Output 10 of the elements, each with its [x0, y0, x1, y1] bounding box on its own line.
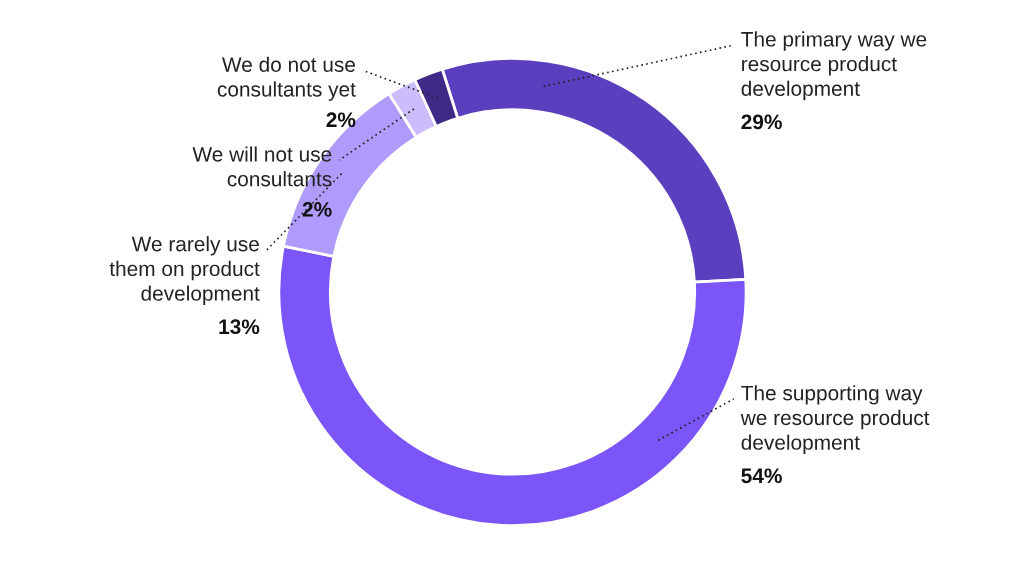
slice-label: We will not use consultants [192, 146, 332, 187]
data-label: 13% [219, 319, 260, 335]
data-label: 29% [741, 114, 782, 130]
data-label: 2% [326, 112, 356, 128]
slice-label: The primary way we resource product development [741, 31, 927, 101]
data-label: 2% [302, 202, 332, 217]
data-label: 54% [741, 468, 782, 484]
slice-label: The supporting way we resource product development [740, 385, 930, 454]
slice-label: We do not use consultants yet [217, 56, 356, 101]
slice-label: We rarely use them on product development [109, 236, 260, 305]
